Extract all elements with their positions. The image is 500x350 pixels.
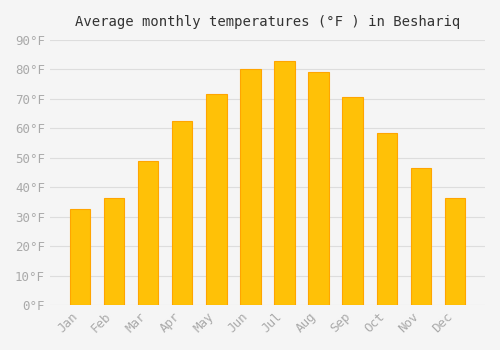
Bar bbox=[138, 161, 158, 305]
Bar bbox=[172, 121, 193, 305]
Bar bbox=[206, 94, 227, 305]
Bar bbox=[308, 72, 329, 305]
Bar bbox=[445, 197, 465, 305]
Bar bbox=[342, 97, 363, 305]
Bar bbox=[104, 197, 124, 305]
Title: Average monthly temperatures (°F ) in Beshariq: Average monthly temperatures (°F ) in Be… bbox=[75, 15, 460, 29]
Bar bbox=[274, 61, 294, 305]
Bar bbox=[70, 209, 90, 305]
Bar bbox=[376, 133, 397, 305]
Bar bbox=[240, 69, 260, 305]
Bar bbox=[410, 168, 431, 305]
